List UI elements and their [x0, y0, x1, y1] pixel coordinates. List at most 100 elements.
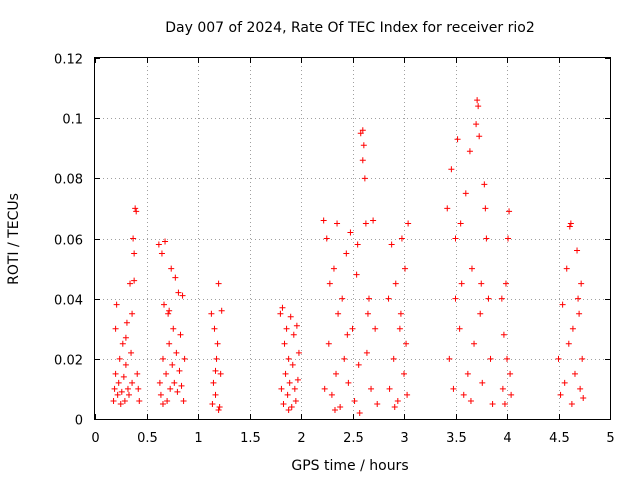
data-point [571, 370, 578, 377]
data-point [370, 217, 377, 224]
data-point [468, 265, 475, 272]
data-point [457, 220, 464, 227]
data-point [566, 223, 573, 230]
data-point [485, 295, 492, 302]
data-point [500, 331, 507, 338]
data-point [489, 400, 496, 407]
data-point [131, 250, 138, 257]
data-point [125, 391, 132, 398]
data-point [368, 385, 375, 392]
data-point [214, 340, 221, 347]
data-point [286, 379, 293, 386]
data-point [477, 310, 484, 317]
data-point [163, 370, 170, 377]
data-point [167, 385, 174, 392]
data-point [356, 409, 363, 416]
data-point [398, 235, 405, 242]
data-point [567, 220, 574, 227]
data-point [347, 229, 354, 236]
data-point [162, 238, 169, 245]
data-point [117, 400, 124, 407]
data-point [122, 361, 129, 368]
data-point [129, 379, 136, 386]
data-point [355, 361, 362, 368]
data-point [396, 325, 403, 332]
data-point [563, 265, 570, 272]
data-point [159, 400, 166, 407]
data-point [122, 334, 129, 341]
data-point [354, 241, 361, 248]
data-point [127, 280, 134, 287]
y-tick-label: 0.08 [54, 173, 83, 188]
data-point [561, 379, 568, 386]
data-point [215, 280, 222, 287]
data-point [156, 379, 163, 386]
data-point [456, 325, 463, 332]
data-point [164, 397, 171, 404]
data-point [499, 385, 506, 392]
data-point [216, 403, 223, 410]
y-tick-label: 0.02 [54, 354, 83, 369]
data-point [474, 97, 481, 104]
data-point [116, 355, 123, 362]
data-point [157, 391, 164, 398]
data-point [123, 319, 130, 326]
data-point [476, 133, 483, 140]
data-point [481, 181, 488, 188]
data-point [475, 103, 482, 110]
data-point [111, 385, 118, 392]
x-tick-label: 2.5 [343, 431, 364, 446]
x-tick-label: 1 [194, 431, 202, 446]
data-point [110, 397, 117, 404]
data-point [113, 301, 120, 308]
data-point [444, 205, 451, 212]
data-point [285, 355, 292, 362]
x-tick-labels: 0 0.5 1 1.5 2 2.5 3 3.5 4 4.5 5 [91, 431, 614, 446]
y-tick-label: 0.04 [54, 294, 83, 309]
data-point [467, 397, 474, 404]
data-point [392, 280, 399, 287]
data-point [448, 166, 455, 173]
data-point [155, 241, 162, 248]
y-tick-label: 0.1 [62, 113, 83, 128]
data-point [365, 295, 372, 302]
x-tick-label: 5 [606, 431, 614, 446]
data-point [498, 295, 505, 302]
data-point [337, 403, 344, 410]
data-point [351, 397, 358, 404]
x-tick-label: 3 [400, 431, 408, 446]
data-point [165, 310, 172, 317]
data-point [131, 277, 138, 284]
data-point [115, 379, 122, 386]
data-point [132, 205, 139, 212]
data-point [361, 175, 368, 182]
data-point [217, 370, 224, 377]
data-point [294, 376, 301, 383]
data-point [179, 292, 186, 299]
data-point [391, 403, 398, 410]
data-point [452, 235, 459, 242]
data-point [130, 235, 137, 242]
data-point [397, 310, 404, 317]
data-point [112, 325, 119, 332]
data-point [293, 322, 300, 329]
data-point [325, 340, 332, 347]
data-point [580, 394, 587, 401]
data-point [166, 340, 173, 347]
data-point [565, 340, 572, 347]
data-point [464, 370, 471, 377]
data-point [575, 295, 582, 302]
data-point [280, 400, 287, 407]
data-point [284, 391, 291, 398]
data-point [362, 220, 369, 227]
data-point [320, 217, 327, 224]
data-point [390, 355, 397, 362]
data-point [557, 391, 564, 398]
data-point [482, 205, 489, 212]
data-point [177, 331, 184, 338]
data-point [282, 370, 289, 377]
data-point [133, 208, 140, 215]
data-point [386, 385, 393, 392]
data-point [295, 349, 302, 356]
